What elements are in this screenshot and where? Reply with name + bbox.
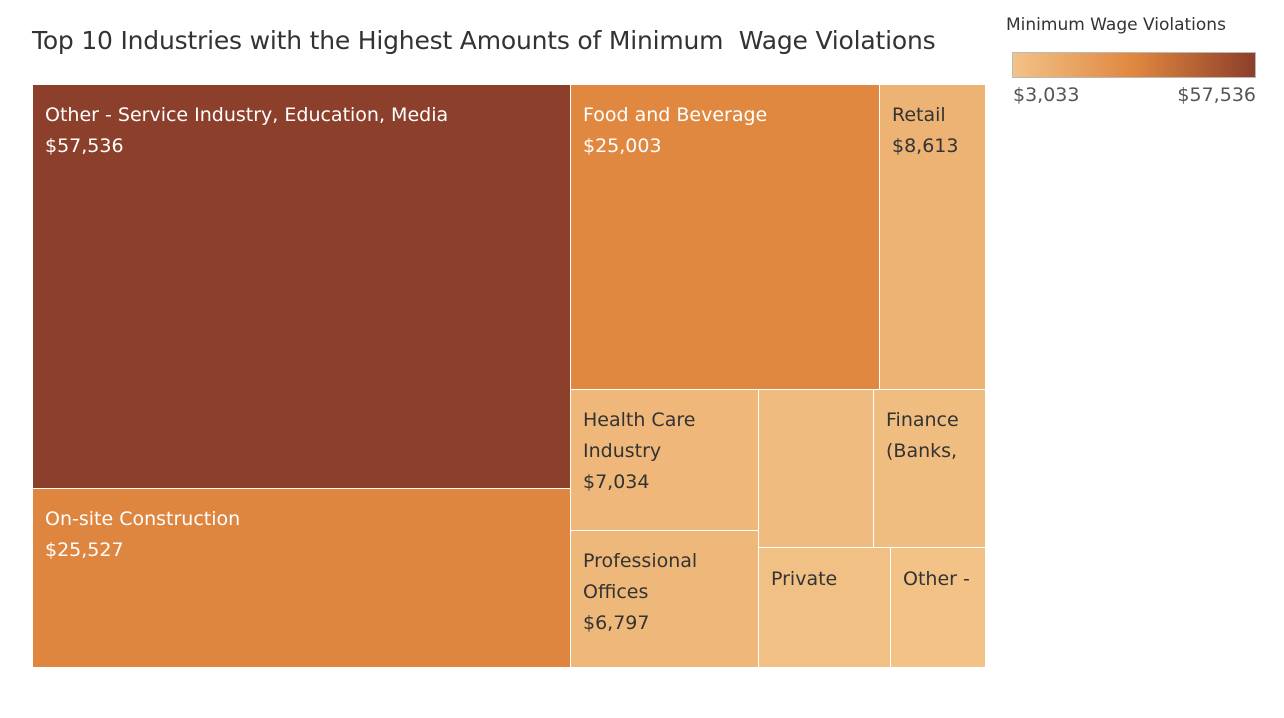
treemap-rect-construction xyxy=(33,489,570,667)
treemap-label-other-0: Other - xyxy=(903,568,970,590)
treemap-rect-health-care xyxy=(571,390,758,530)
legend-min-label: $3,033 xyxy=(1013,84,1080,106)
treemap-rect-other-service xyxy=(33,85,570,488)
treemap-label-food-beverage-1: $25,003 xyxy=(583,135,662,157)
treemap-label-food-beverage-0: Food and Beverage xyxy=(583,104,767,126)
treemap-label-health-care-0: Health Care xyxy=(583,409,695,431)
treemap-label-finance-1: (Banks, xyxy=(886,440,957,462)
legend-color-scale xyxy=(1012,52,1256,78)
treemap-tile-construction: On-site Construction $25,527 xyxy=(33,489,570,667)
treemap-label-retail-1: $8,613 xyxy=(892,135,958,157)
treemap-tile-health-care: Health Care Industry $7,034 xyxy=(571,390,758,530)
treemap-label-professional-1: Offices xyxy=(583,581,648,603)
treemap-rect-unlabeled xyxy=(759,390,873,547)
treemap-label-health-care-1: Industry xyxy=(583,440,661,462)
treemap-rect-private xyxy=(759,548,890,667)
treemap-tile-private: Private xyxy=(759,548,890,667)
treemap-rect-retail xyxy=(880,85,985,389)
treemap-tile-food-beverage: Food and Beverage $25,003 xyxy=(571,85,879,389)
legend-max-label: $57,536 xyxy=(1177,84,1256,106)
treemap-tile-other: Other - xyxy=(891,548,985,667)
treemap-rect-other xyxy=(891,548,985,667)
treemap-label-private-0: Private xyxy=(771,568,837,590)
treemap-tile-unlabeled xyxy=(759,390,873,547)
treemap-rect-food-beverage xyxy=(571,85,879,389)
treemap-label-health-care-2: $7,034 xyxy=(583,471,649,493)
treemap-label-professional-2: $6,797 xyxy=(583,612,649,634)
treemap-label-professional-0: Professional xyxy=(583,550,697,572)
treemap-label-retail-0: Retail xyxy=(892,104,946,126)
treemap-rect-professional xyxy=(571,531,758,667)
treemap-label-construction-0: On-site Construction xyxy=(45,508,240,530)
treemap-tile-finance: Finance (Banks, xyxy=(874,390,985,547)
treemap-rect-finance xyxy=(874,390,985,547)
treemap-label-finance-0: Finance xyxy=(886,409,959,431)
treemap-tile-professional: Professional Offices $6,797 xyxy=(571,531,758,667)
treemap-label-construction-1: $25,527 xyxy=(45,539,124,561)
treemap-label-other-service-0: Other - Service Industry, Education, Med… xyxy=(45,104,448,126)
treemap-tile-retail: Retail $8,613 xyxy=(880,85,985,389)
treemap-label-other-service-1: $57,536 xyxy=(45,135,124,157)
treemap-tile-other-service: Other - Service Industry, Education, Med… xyxy=(33,85,570,488)
legend-title: Minimum Wage Violations xyxy=(1006,15,1226,35)
chart-title: Top 10 Industries with the Highest Amoun… xyxy=(32,26,936,55)
